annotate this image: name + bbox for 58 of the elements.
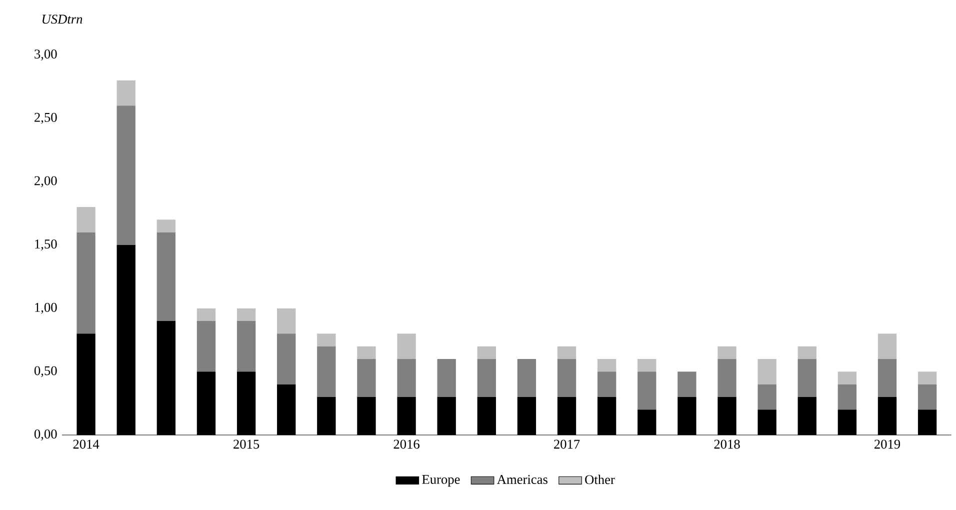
bar — [156, 232, 176, 321]
y-tick-label: 2,00 — [34, 176, 57, 188]
bar — [918, 384, 937, 410]
bar — [477, 346, 496, 359]
bar — [156, 220, 176, 232]
bar — [597, 372, 616, 397]
bar — [76, 206, 96, 232]
bar — [317, 346, 336, 397]
x-tick-label: 2019 — [874, 440, 900, 449]
bar — [76, 232, 96, 334]
bar — [758, 384, 776, 410]
y-axis-title: USDtrn — [42, 14, 82, 24]
bar — [517, 358, 536, 397]
bar — [277, 334, 296, 384]
bar — [798, 346, 816, 359]
legend-label: Europe — [422, 475, 460, 487]
bar — [116, 80, 136, 106]
bar — [277, 308, 296, 334]
y-tick-label: 0,00 — [34, 430, 57, 440]
y-tick-label: 2,50 — [34, 112, 57, 124]
bar — [357, 346, 376, 359]
bar — [477, 358, 496, 397]
bar — [437, 358, 456, 397]
y-tick-label: 3,00 — [34, 50, 57, 60]
x-tick-label: 2017 — [554, 440, 580, 449]
y-tick-label: 0,50 — [34, 366, 57, 378]
x-tick-label: 2015 — [234, 440, 260, 449]
bar — [557, 358, 576, 397]
x-tick-label: 2016 — [394, 440, 420, 449]
bar — [838, 372, 857, 384]
bar — [196, 308, 216, 321]
bar — [397, 334, 416, 359]
legend-label: Americas — [496, 475, 548, 484]
y-tick-label: 1,50 — [35, 240, 57, 250]
bar — [357, 358, 376, 397]
bar — [718, 346, 736, 359]
legend-label: Other — [585, 474, 615, 484]
bar — [317, 334, 336, 346]
bar — [597, 358, 616, 372]
bar — [196, 320, 216, 372]
bar — [397, 358, 416, 397]
x-tick-label: 2014 — [73, 440, 100, 449]
bar — [878, 358, 897, 397]
bar — [557, 346, 576, 359]
bar — [838, 384, 857, 410]
bar — [638, 372, 656, 410]
x-tick-label: 2018 — [714, 440, 740, 449]
bar — [678, 372, 696, 397]
bar — [236, 320, 256, 372]
bar — [758, 358, 776, 384]
bar — [798, 358, 816, 397]
bar — [236, 308, 256, 321]
y-tick-label: 1,00 — [35, 302, 57, 314]
bar — [116, 106, 136, 245]
bar — [718, 358, 736, 397]
bar — [918, 372, 937, 384]
bar — [878, 334, 897, 359]
bar — [638, 358, 656, 372]
